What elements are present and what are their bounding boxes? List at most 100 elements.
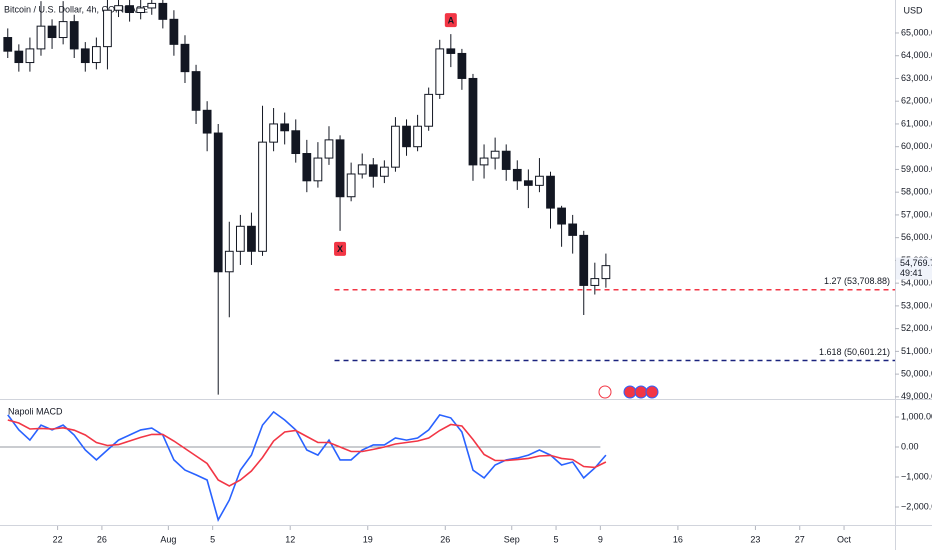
y-tick-label: 64,000.00 <box>901 50 932 60</box>
candle-body <box>136 7 146 14</box>
candle-body <box>535 175 544 186</box>
y-tick-label: 57,000.00 <box>901 209 932 219</box>
candle-body <box>391 125 400 168</box>
candle-body <box>468 77 478 166</box>
last-price-label: 54,769.72 <box>900 258 932 268</box>
candle-body <box>590 278 600 286</box>
y-tick-label: 62,000.00 <box>901 96 932 106</box>
fib-label: 1.27 (53,708.88) <box>824 276 890 286</box>
candle-body <box>125 5 134 14</box>
y-tick-label: 51,000.00 <box>901 346 932 356</box>
y-tick-label: 61,000.00 <box>901 118 932 128</box>
candle-body <box>158 2 168 20</box>
candle-body <box>435 48 445 95</box>
countdown: 49:41 <box>900 268 923 278</box>
y-tick-label: 58,000.00 <box>901 187 932 197</box>
candle-body <box>523 180 533 186</box>
candle-body <box>291 130 301 155</box>
candle-body <box>69 21 79 50</box>
candle-body <box>490 150 500 159</box>
y-tick-label: −2,000.00 <box>901 501 932 511</box>
candle-body <box>368 164 378 177</box>
event-icon[interactable] <box>598 385 612 399</box>
candle-body <box>446 48 456 54</box>
candle-body <box>313 157 323 182</box>
candle-body <box>258 141 267 252</box>
y-tick-label: 56,000.00 <box>901 232 932 242</box>
pattern-marker-label: X <box>337 244 343 254</box>
macd-line <box>7 419 607 487</box>
pattern-marker <box>334 241 347 256</box>
candle-body <box>202 109 212 134</box>
x-tick-label: 26 <box>440 534 450 544</box>
candle-body <box>579 234 589 286</box>
candle-body <box>3 37 13 52</box>
candle-body <box>114 5 123 11</box>
symbol-title: Bitcoin / U.S. Dollar, 4h, COINBASE <box>4 4 148 14</box>
candle-body <box>424 93 434 127</box>
candle-body <box>568 223 578 236</box>
candle-body <box>103 9 112 48</box>
x-tick-label: 19 <box>363 534 373 544</box>
x-tick-label: 26 <box>97 534 107 544</box>
candle-body <box>235 225 245 252</box>
event-icon[interactable] <box>623 385 637 399</box>
candle-body <box>457 52 467 79</box>
x-tick-label: 12 <box>285 534 295 544</box>
candle-body <box>557 207 566 225</box>
candle-body <box>546 175 555 209</box>
candle-body <box>224 250 234 273</box>
candle-body <box>213 132 223 273</box>
x-tick-label: 5 <box>554 534 559 544</box>
candle-body <box>169 18 179 45</box>
candle-body <box>247 225 256 252</box>
y-tick-label: 0.00 <box>901 441 919 451</box>
x-tick-label: Aug <box>160 534 176 544</box>
candle-body <box>413 125 422 148</box>
y-tick-label: 63,000.00 <box>901 73 932 83</box>
x-tick-label: 23 <box>750 534 760 544</box>
candle-body <box>402 125 411 148</box>
candle-body <box>25 48 35 64</box>
x-tick-label: 9 <box>598 534 603 544</box>
x-tick-label: 27 <box>795 534 805 544</box>
currency[interactable]: USD <box>903 5 923 15</box>
candle-body <box>80 48 90 64</box>
y-tick-label: 53,000.00 <box>901 300 932 310</box>
x-tick-label: 22 <box>53 534 63 544</box>
candle-body <box>36 25 46 50</box>
candle-body <box>512 168 522 182</box>
y-tick-label: −1,000.00 <box>901 471 932 481</box>
candle-body <box>601 265 611 280</box>
candle-body <box>47 25 57 39</box>
candle-body <box>269 123 278 143</box>
indicator-title: Napoli MACD <box>8 406 63 416</box>
y-tick-label: 49,000.00 <box>901 391 932 401</box>
x-tick-label: 5 <box>210 534 215 544</box>
y-tick-label: 1,000.00 <box>901 411 932 421</box>
y-tick-label: 50,000.00 <box>901 368 932 378</box>
y-tick-label: 54,000.00 <box>901 278 932 288</box>
pattern-marker-label: A <box>448 15 455 25</box>
x-tick-label: Oct <box>837 534 852 544</box>
x-tick-label: Sep <box>504 534 520 544</box>
candle-body <box>501 150 511 170</box>
last-price-tag <box>896 257 932 280</box>
event-icon[interactable] <box>634 385 648 399</box>
y-tick-label: 65,000.00 <box>901 27 932 37</box>
event-icon[interactable] <box>645 385 659 399</box>
y-tick-label: 60,000.00 <box>901 141 932 151</box>
candle-body <box>180 43 190 73</box>
candle-body <box>14 50 24 64</box>
candle-body <box>479 157 489 166</box>
candle-body <box>379 166 389 177</box>
candle-body <box>147 2 157 9</box>
candle-body <box>58 21 68 39</box>
candle-body <box>91 46 101 64</box>
candle-body <box>191 71 201 111</box>
candle-body <box>302 153 312 182</box>
fib-label: 1.618 (50,601.21) <box>819 347 890 357</box>
candle-body <box>357 164 367 175</box>
